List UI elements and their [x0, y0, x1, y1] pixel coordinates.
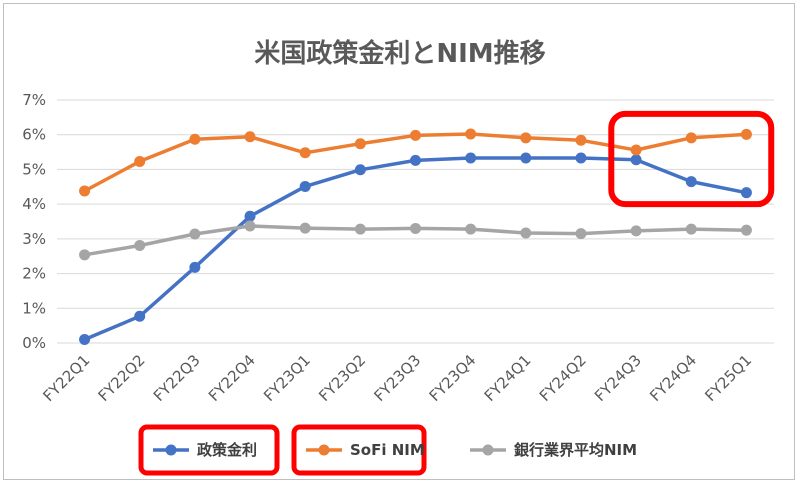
- legend-highlight-box: [291, 424, 427, 476]
- x-tick-label: FY23Q2: [315, 351, 369, 405]
- data-point: [189, 228, 201, 240]
- y-tick-label: 6%: [22, 126, 46, 144]
- legend-marker: [165, 444, 177, 456]
- data-point: [354, 138, 366, 150]
- line-chart: 米国政策金利とNIM推移 0%1%2%3%4%5%6%7% FY22Q1 FY22…: [22, 38, 775, 476]
- y-tick-label: 3%: [22, 230, 46, 248]
- series-lines: [79, 128, 752, 346]
- data-point: [465, 128, 477, 140]
- data-point: [244, 131, 256, 143]
- y-axis: 0% 1% 2% 3% 4% 5% 6% 7%: [22, 91, 46, 352]
- x-tick-label: FY23Q3: [370, 351, 424, 405]
- y-tick-label: 4%: [22, 195, 46, 213]
- data-point: [465, 223, 477, 235]
- x-tick-label: FY24Q3: [591, 351, 645, 405]
- data-point: [520, 132, 532, 144]
- data-point: [189, 133, 201, 145]
- data-point: [630, 154, 642, 166]
- x-tick-label: FY22Q2: [95, 351, 149, 405]
- data-point: [575, 228, 587, 240]
- x-tick-label: FY22Q3: [150, 351, 204, 405]
- data-point: [244, 220, 256, 232]
- series-line: [82, 156, 749, 342]
- legend-highlight-box: [138, 424, 280, 476]
- x-tick-label: FY24Q2: [536, 351, 590, 405]
- chart-title: 米国政策金利とNIM推移: [254, 38, 545, 69]
- x-axis: FY22Q1 FY22Q2 FY22Q3 FY22Q4 FY23Q1 FY23Q2 FY23…: [39, 351, 755, 405]
- x-tick-label: FY25Q1: [701, 351, 755, 405]
- legend-label: SoFi NIM: [350, 441, 425, 459]
- data-point: [575, 152, 587, 164]
- y-tick-label: 2%: [22, 265, 46, 283]
- data-point: [520, 227, 532, 239]
- x-tick-label: FY24Q4: [646, 351, 700, 405]
- region-highlight-box: [608, 110, 775, 208]
- data-point: [299, 222, 311, 234]
- data-point: [79, 334, 91, 346]
- data-point: [740, 128, 752, 140]
- legend-marker: [318, 444, 330, 456]
- data-point: [354, 164, 366, 176]
- x-tick-label: FY22Q1: [39, 351, 93, 405]
- data-point: [410, 129, 421, 141]
- data-point: [685, 223, 697, 235]
- legend-label: 銀行業界平均NIM: [514, 441, 637, 459]
- data-point: [740, 224, 752, 236]
- data-point: [354, 223, 366, 235]
- data-point: [630, 225, 642, 237]
- data-point: [685, 176, 697, 188]
- data-point: [410, 222, 421, 234]
- legend: 政策金利 SoFi NIM 銀行業界平均NIM: [153, 441, 637, 459]
- data-point: [685, 132, 697, 144]
- y-tick-label: 1%: [22, 299, 46, 317]
- highlight-boxes: [138, 110, 775, 476]
- y-tick-label: 0%: [22, 334, 46, 352]
- legend-label: 政策金利: [197, 441, 257, 459]
- data-point: [79, 249, 91, 261]
- x-tick-label: FY23Q4: [426, 351, 480, 405]
- x-tick-label: FY24Q1: [481, 351, 535, 405]
- data-point: [244, 210, 256, 222]
- data-point: [299, 147, 311, 159]
- data-point: [299, 180, 311, 192]
- y-tick-label: 7%: [22, 91, 46, 109]
- data-point: [134, 310, 146, 322]
- chart-frame: 米国政策金利とNIM推移 0% 1% 2% 3% 4% 5% 6% 7% FY22Q1 FY22…: [3, 3, 795, 480]
- data-point: [189, 261, 201, 273]
- data-point: [410, 154, 421, 166]
- data-point: [465, 152, 477, 164]
- data-point: [630, 144, 642, 156]
- data-point: [575, 134, 587, 146]
- x-tick-label: FY23Q1: [260, 351, 314, 405]
- data-point: [134, 239, 146, 251]
- data-point: [740, 187, 752, 199]
- data-point: [520, 152, 532, 164]
- x-tick-label: FY22Q4: [205, 351, 259, 405]
- data-point: [79, 185, 91, 197]
- y-tick-label: 5%: [22, 160, 46, 178]
- legend-marker: [482, 444, 494, 456]
- data-point: [134, 155, 146, 167]
